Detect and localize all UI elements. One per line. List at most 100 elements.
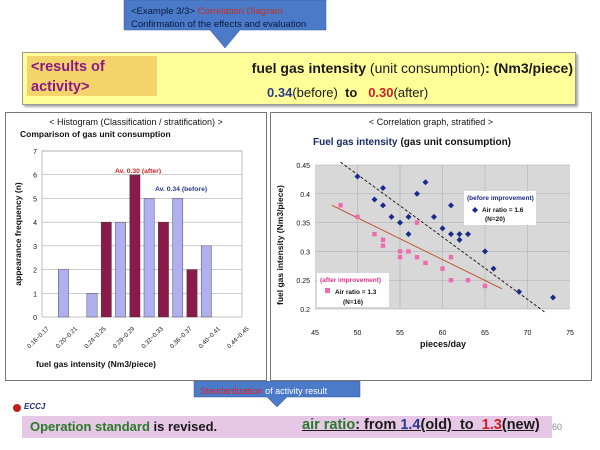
histogram-y-tick-label: 6 (33, 173, 37, 180)
histogram-x-ticks: 0.16~0.17 0.20~0.21 0.24~0.25 0.28~0.29 0.32… (26, 325, 251, 350)
legend-before: (before improvement) Air ratio = 1.6 (N=… (464, 191, 536, 225)
scatter-point-before (405, 231, 412, 238)
legend-after-title: (after improvement) (320, 277, 381, 284)
air-ratio-old-label: (old) (420, 417, 452, 433)
scatter-y-tick-label: 0.45 (296, 163, 310, 170)
results-label: <results of activity> (27, 56, 157, 96)
legend-after-line1: Air ratio = 1.3 (335, 289, 377, 296)
histogram-y-tick-label: 5 (33, 196, 37, 203)
histogram-x-tick-label: 0.32~0.33 (140, 325, 165, 350)
scatter-point-before (448, 231, 454, 238)
scatter-title-bold: Fuel gas intensity (313, 137, 398, 148)
scatter-point-after (448, 254, 454, 260)
before-label: (before) (292, 85, 338, 100)
conclusion-bar (22, 416, 552, 438)
air-ratio-old-value: 1.4 (400, 417, 421, 433)
header-example: <Example 3/3> (131, 6, 195, 17)
histogram-bars (58, 174, 212, 318)
air-ratio-label: air ratio (302, 417, 356, 433)
scatter-point-after (372, 231, 377, 237)
air-ratio-to: to (459, 417, 474, 433)
scatter-point-before (431, 213, 437, 220)
scatter-point-before (456, 236, 463, 243)
correlation-panel: < Correlation graph, stratified > Fuel g… (270, 112, 592, 381)
intensity-title-normal: (unit consumption) (369, 60, 486, 76)
histogram-chart: Comparison of gas unit consumption 0 1 2 3 4… (13, 129, 251, 369)
to-label: to (345, 85, 358, 100)
scatter-point-before (439, 225, 446, 232)
scatter-trendlines (331, 161, 545, 313)
after-value: 0.30 (368, 85, 394, 100)
histogram-y-ticks: 0 1 2 3 4 5 6 7 (33, 149, 37, 322)
scatter-point-after (440, 266, 445, 271)
legend-after-line2: (N=16) (343, 299, 363, 306)
after-label: (after) (393, 85, 429, 100)
scatter-point-after (448, 278, 454, 283)
scatter-point-after (423, 260, 428, 266)
histogram-bar-after (129, 174, 141, 318)
scatter-title: Fuel gas intensity (gas unit consumption) (313, 137, 511, 148)
scatter-point-before (490, 265, 497, 272)
scatter-point-after (465, 278, 471, 283)
scatter-x-tick-label: 50 (354, 330, 362, 337)
histogram-y-tick-label: 3 (33, 244, 37, 251)
scatter-point-before (354, 173, 361, 180)
eccj-logo-icon (13, 404, 21, 412)
scatter-point-before (482, 248, 488, 255)
histogram-xlabel: fuel gas intensity (Nm3/piece) (36, 359, 156, 369)
histogram-bar-before (143, 198, 155, 318)
scatter-x-tick-label: 60 (439, 330, 447, 337)
scatter-point-before (388, 213, 395, 220)
legend-before-title: (before improvement) (467, 195, 534, 202)
histogram-bar-before (58, 269, 69, 318)
scatter-point-before (380, 185, 386, 192)
scatter-point-after (397, 249, 403, 254)
histogram-y-tick-label: 2 (33, 268, 37, 275)
operation-standard-rest: is revised. (153, 419, 218, 434)
scatter-title-rest: (gas unit consumption) (400, 137, 511, 148)
standardization-text: Standardization of activity result (200, 386, 327, 396)
histogram-bar-after (186, 269, 198, 318)
operation-standard-label: Operation standard (30, 419, 150, 434)
legend-before-marker (472, 207, 478, 213)
histogram-gridlines (42, 150, 242, 294)
histogram-annotation-after: Av. 0.30 (after) (115, 168, 161, 175)
intensity-values: 0.34(before) to 0.30(after) (267, 85, 428, 100)
scatter-point-after (397, 254, 403, 260)
air-ratio-from: : from (355, 417, 397, 433)
eccj-logo-text: ECCJ (24, 402, 46, 411)
before-value: 0.34 (267, 85, 293, 100)
header-subtitle: Confirmation of the effects and evaluati… (131, 19, 307, 30)
intensity-title-units: : (Nm3/piece) (485, 60, 573, 76)
scatter-point-after (380, 237, 386, 243)
histogram-title: Comparison of gas unit consumption (20, 129, 171, 139)
scatter-chart: Fuel gas intensity (gas unit consumption)… (275, 137, 574, 349)
scatter-y-tick-label: 0.4 (300, 192, 310, 199)
operation-standard-text: Operation standard is revised. (30, 419, 217, 434)
scatter-xlabel: pieces/day (420, 339, 466, 349)
intensity-title-bold: fuel gas intensity (251, 60, 367, 76)
histogram-bar-before (200, 245, 212, 318)
histogram-y-tick-label: 7 (33, 149, 37, 156)
intensity-title: fuel gas intensity (unit consumption): (… (203, 60, 573, 76)
histogram-x-tick-label: 0.24~0.25 (83, 325, 108, 350)
scatter-point-before (414, 190, 420, 197)
header-text: <Example 3/3> Correlation Diagram Confir… (131, 5, 331, 31)
scatter-point-after (355, 214, 360, 220)
histogram-bar-after (158, 221, 169, 318)
correlation-heading: < Correlation graph, stratified > (368, 117, 494, 127)
scatter-point-before (516, 288, 522, 295)
trendline-after-improvement (331, 204, 503, 290)
scatter-point-before (397, 219, 403, 226)
scatter-point-before (405, 213, 412, 220)
scatter-y-tick-label: 0.25 (296, 278, 310, 285)
scatter-y-ticks: 0.2 0.25 0.3 0.35 0.4 0.45 (296, 163, 310, 314)
histogram-heading: < Histogram (Classification / stratifica… (49, 117, 223, 127)
histogram-x-tick-label: 0.16~0.17 (26, 325, 51, 350)
histogram-annotation-before: Av. 0.34 (before) (155, 186, 207, 193)
scatter-x-tick-label: 65 (481, 330, 489, 337)
scatter-point-after (380, 243, 386, 248)
air-ratio-new-label: (new) (501, 417, 540, 433)
histogram-bar-after (100, 221, 112, 318)
histogram-y-tick-label: 0 (33, 315, 37, 322)
